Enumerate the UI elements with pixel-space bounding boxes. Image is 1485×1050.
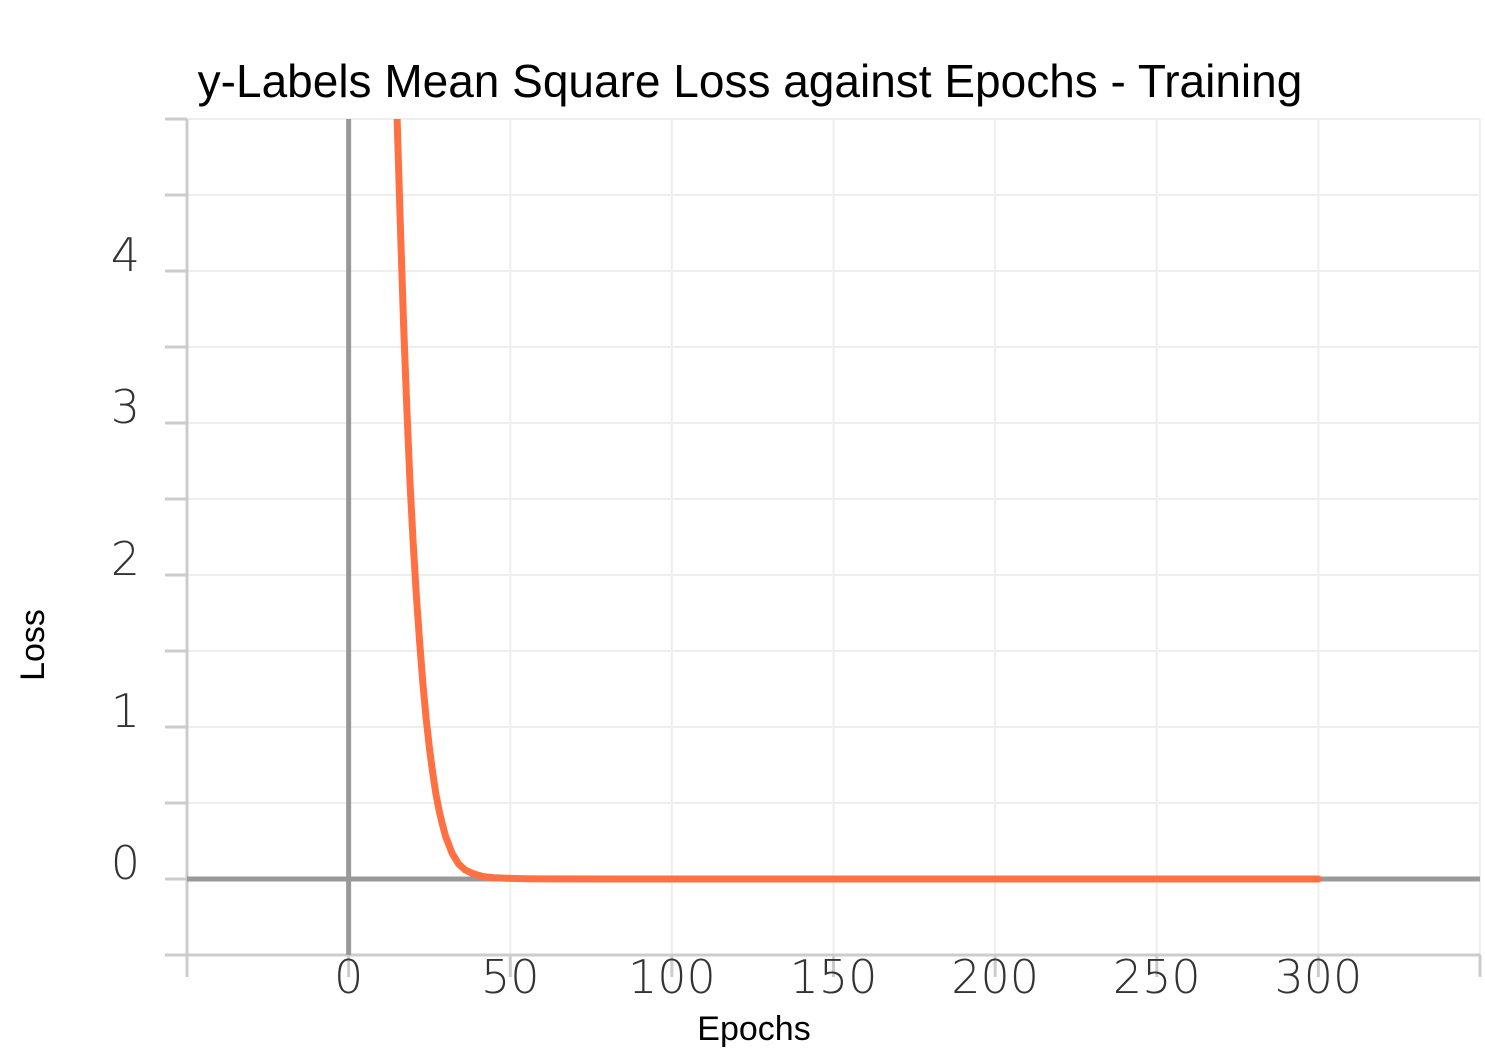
chart-title: y-Labels Mean Square Loss against Epochs… bbox=[198, 55, 1303, 107]
x-tick-label: 50 bbox=[481, 950, 540, 1004]
y-tick-label: 0 bbox=[111, 836, 140, 890]
x-tick-label: 200 bbox=[951, 950, 1039, 1004]
y-tick-label: 4 bbox=[111, 228, 140, 282]
y-tick-label: 1 bbox=[111, 684, 140, 738]
x-tick-label: 250 bbox=[1113, 950, 1201, 1004]
x-tick-label: 0 bbox=[334, 950, 363, 1004]
axes bbox=[165, 117, 1482, 977]
y-axis-label: Loss bbox=[14, 609, 52, 681]
x-tick-label: 300 bbox=[1274, 950, 1362, 1004]
x-axis-label: Epochs bbox=[697, 1010, 810, 1048]
grid-lines bbox=[186, 118, 1481, 956]
tick-labels: 0 50 100 150 200 250 300 0 1 2 3 4 bbox=[111, 228, 1363, 1004]
series-layer bbox=[393, 119, 1322, 883]
x-tick-label: 150 bbox=[790, 950, 878, 1004]
y-tick-label: 3 bbox=[111, 380, 140, 434]
series-line-0 bbox=[393, 119, 1322, 883]
x-tick-label: 100 bbox=[628, 950, 716, 1004]
y-tick-label: 2 bbox=[111, 532, 140, 586]
